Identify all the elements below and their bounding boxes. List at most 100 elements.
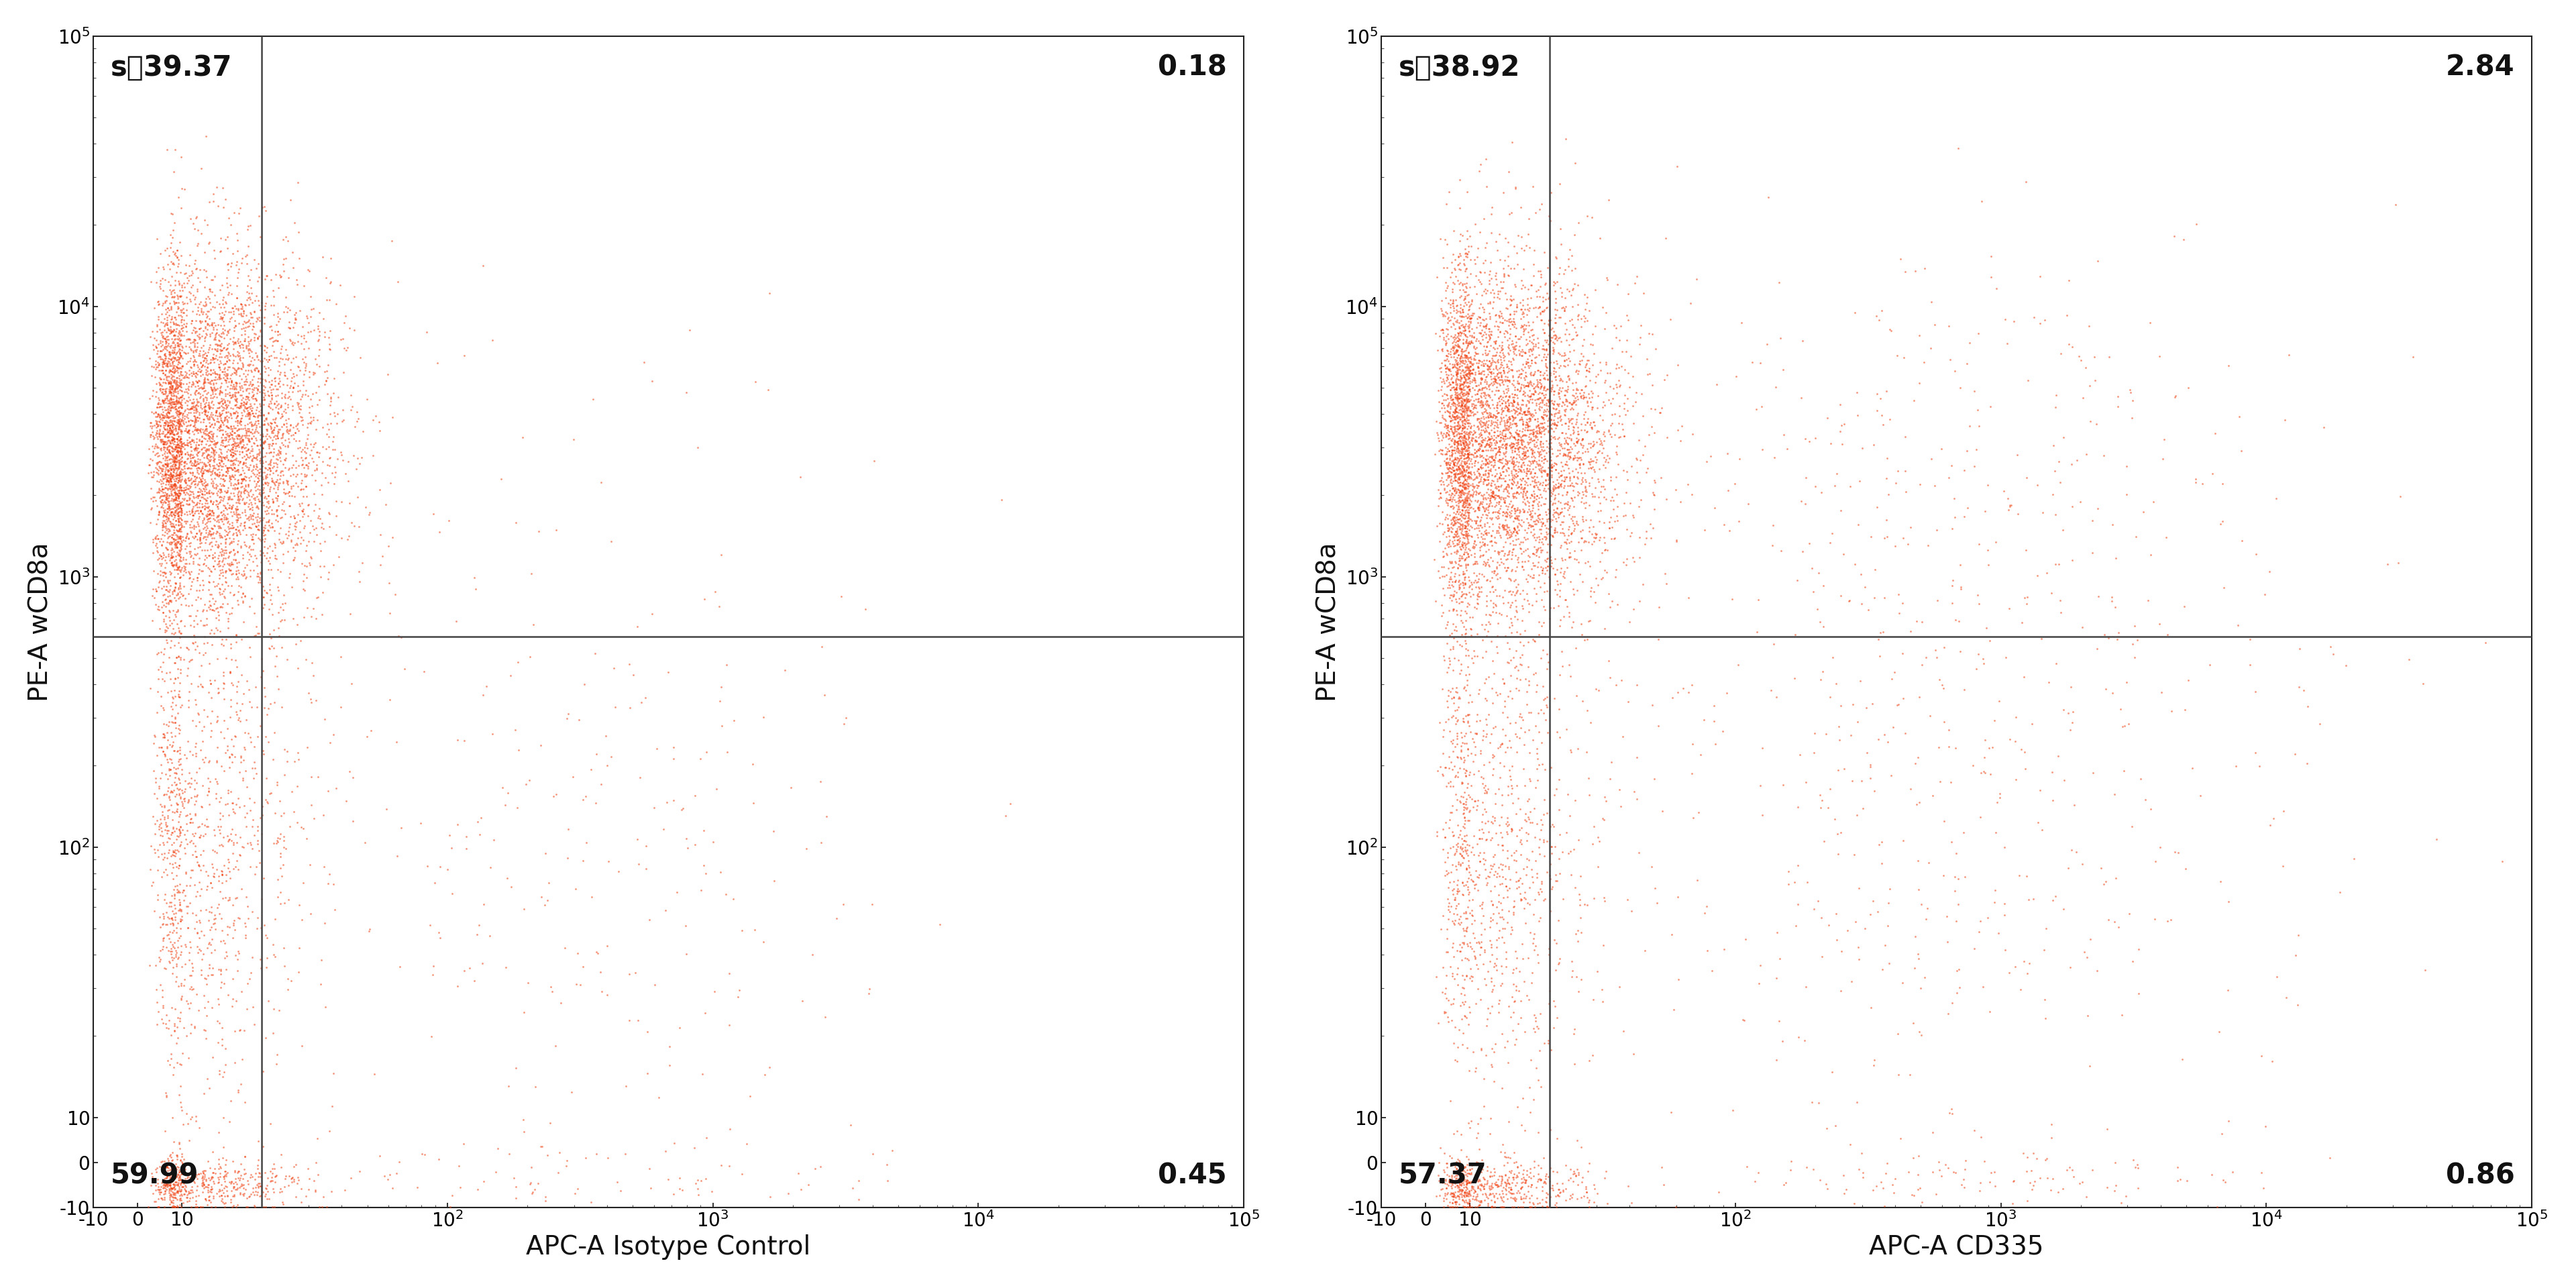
Point [160, 417, 201, 438]
Point [155, 792, 196, 813]
Point [167, 491, 209, 511]
Point [149, 437, 191, 457]
Point [142, 469, 183, 489]
Point [1476, 334, 1517, 354]
Point [1932, 592, 1973, 613]
Point [1461, 1038, 1502, 1059]
Point [2004, 759, 2045, 779]
Point [142, 1012, 183, 1033]
Point [1463, 470, 1504, 491]
Point [222, 437, 263, 457]
Point [175, 419, 216, 439]
Point [1435, 327, 1476, 348]
Point [157, 437, 198, 457]
Point [222, 1074, 263, 1095]
Point [206, 1185, 247, 1206]
Point [234, 323, 276, 344]
Point [1486, 519, 1528, 540]
Point [1517, 424, 1558, 444]
Point [191, 872, 232, 893]
Point [1422, 1172, 1463, 1193]
Point [1458, 411, 1499, 431]
Point [180, 260, 222, 281]
Point [193, 359, 234, 380]
Point [1435, 408, 1476, 429]
Point [160, 361, 201, 381]
Point [152, 957, 193, 978]
Point [170, 650, 211, 671]
Point [1504, 500, 1546, 520]
Point [211, 996, 252, 1016]
Point [1427, 457, 1468, 478]
Point [1461, 380, 1502, 401]
Point [191, 726, 232, 747]
Point [139, 412, 180, 433]
Point [1427, 452, 1468, 473]
Point [1517, 415, 1558, 435]
Point [1445, 518, 1486, 538]
Point [250, 451, 291, 471]
Point [219, 348, 260, 368]
Point [175, 399, 216, 420]
Point [1556, 424, 1597, 444]
Point [160, 1166, 201, 1186]
Point [157, 511, 198, 532]
Point [1484, 424, 1525, 444]
Point [283, 479, 325, 500]
Point [1561, 509, 1602, 529]
Point [2123, 501, 2164, 522]
Point [152, 392, 193, 412]
Point [304, 322, 345, 343]
Point [193, 1158, 234, 1179]
Point [1443, 461, 1484, 482]
Point [185, 1068, 227, 1088]
Point [1443, 415, 1484, 435]
Point [1443, 444, 1484, 465]
Point [160, 900, 201, 921]
Point [142, 325, 183, 345]
Point [245, 697, 286, 717]
Point [1455, 451, 1497, 471]
Point [137, 437, 178, 457]
Point [1445, 392, 1486, 412]
Point [1445, 460, 1486, 480]
Point [1450, 607, 1492, 627]
Point [191, 674, 232, 694]
Point [1499, 832, 1540, 853]
Point [1473, 1173, 1515, 1194]
Point [242, 307, 283, 327]
Point [155, 447, 196, 468]
Point [219, 707, 260, 728]
Point [1530, 331, 1571, 352]
Point [139, 488, 180, 509]
Point [250, 385, 291, 406]
Point [170, 541, 211, 562]
Point [1473, 876, 1515, 896]
Point [1574, 411, 1615, 431]
Point [137, 412, 178, 433]
Point [734, 920, 775, 940]
Point [152, 528, 193, 549]
Point [1486, 461, 1528, 482]
Point [1564, 402, 1605, 422]
Point [160, 464, 201, 484]
Point [1448, 401, 1489, 421]
Point [1473, 412, 1515, 433]
Point [155, 489, 196, 510]
Point [157, 1162, 198, 1182]
Point [147, 498, 188, 519]
Point [1450, 326, 1492, 346]
Point [201, 178, 242, 198]
Point [1427, 1184, 1468, 1204]
Point [1538, 407, 1579, 428]
Point [152, 477, 193, 497]
Point [1445, 797, 1486, 818]
Point [155, 712, 196, 733]
Point [157, 793, 198, 814]
Point [229, 567, 270, 587]
Point [1607, 692, 1649, 712]
Point [1453, 482, 1494, 502]
Point [1430, 553, 1471, 573]
Point [1471, 459, 1512, 479]
Point [276, 309, 317, 330]
